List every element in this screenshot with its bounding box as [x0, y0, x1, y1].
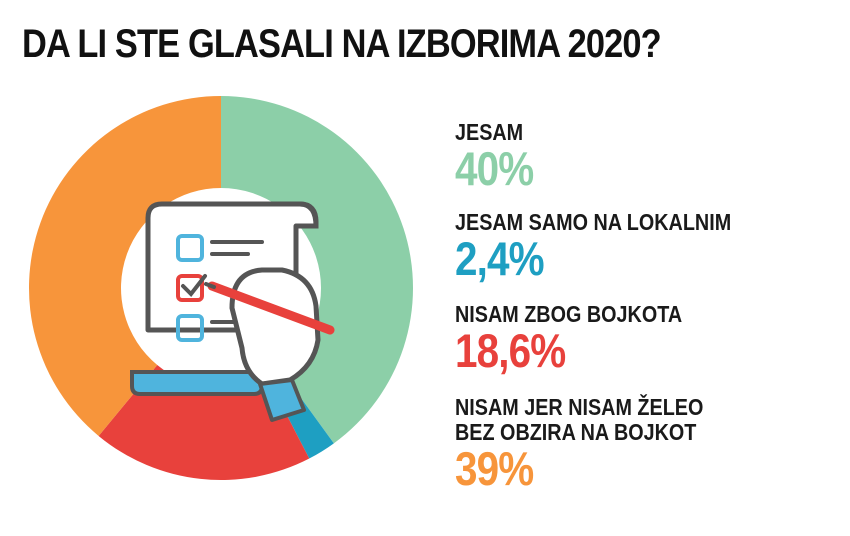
legend-entry-nisam-zbog-bojkota: NISAM ZBOG BOJKOTA 18,6%: [455, 302, 719, 377]
legend-entry-nisam-jer-nisam-zeleo: NISAM JER NISAM ŽELEO BEZ OBZIRA NA BOJK…: [455, 395, 744, 495]
tray: [130, 370, 264, 396]
legend-entry-jesam-samo-na-lokalnim: JESAM SAMO NA LOKALNIM 2,4%: [455, 210, 776, 285]
legend-label: JESAM SAMO NA LOKALNIM: [455, 209, 732, 235]
slice-nisam-jer-nisam-zeleo: [29, 96, 222, 436]
pen: [207, 281, 335, 335]
checkbox-1: [176, 234, 204, 262]
paper-curl: [296, 201, 319, 229]
hand: [229, 267, 321, 387]
legend-label: NISAM JER NISAM ŽELEO BEZ OBZIRA NA BOJK…: [455, 394, 704, 445]
sleeve: [258, 378, 306, 422]
slice-jesam: [221, 96, 414, 444]
legend-entry-jesam: JESAM 40%: [455, 120, 546, 195]
chart-title: DA LI STE GLASALI NA IZBORIMA 2020?: [22, 22, 662, 66]
legend-value: 2,4%: [455, 232, 545, 285]
legend-value: 39%: [455, 442, 534, 495]
checklist-hand-icon: [130, 201, 335, 422]
checkmark: [181, 274, 207, 298]
legend-label: JESAM: [455, 119, 524, 145]
donut-chart: [29, 96, 414, 480]
checkbox-2: [176, 274, 204, 302]
checkbox-3: [176, 314, 204, 342]
legend-value: 18,6%: [455, 324, 566, 377]
legend-label: NISAM ZBOG BOJKOTA: [455, 301, 683, 327]
legend-value: 40%: [455, 142, 534, 195]
